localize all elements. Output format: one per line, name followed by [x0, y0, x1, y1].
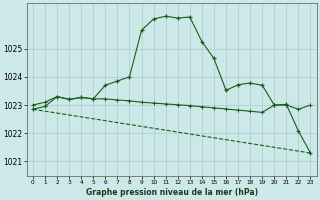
X-axis label: Graphe pression niveau de la mer (hPa): Graphe pression niveau de la mer (hPa): [86, 188, 258, 197]
